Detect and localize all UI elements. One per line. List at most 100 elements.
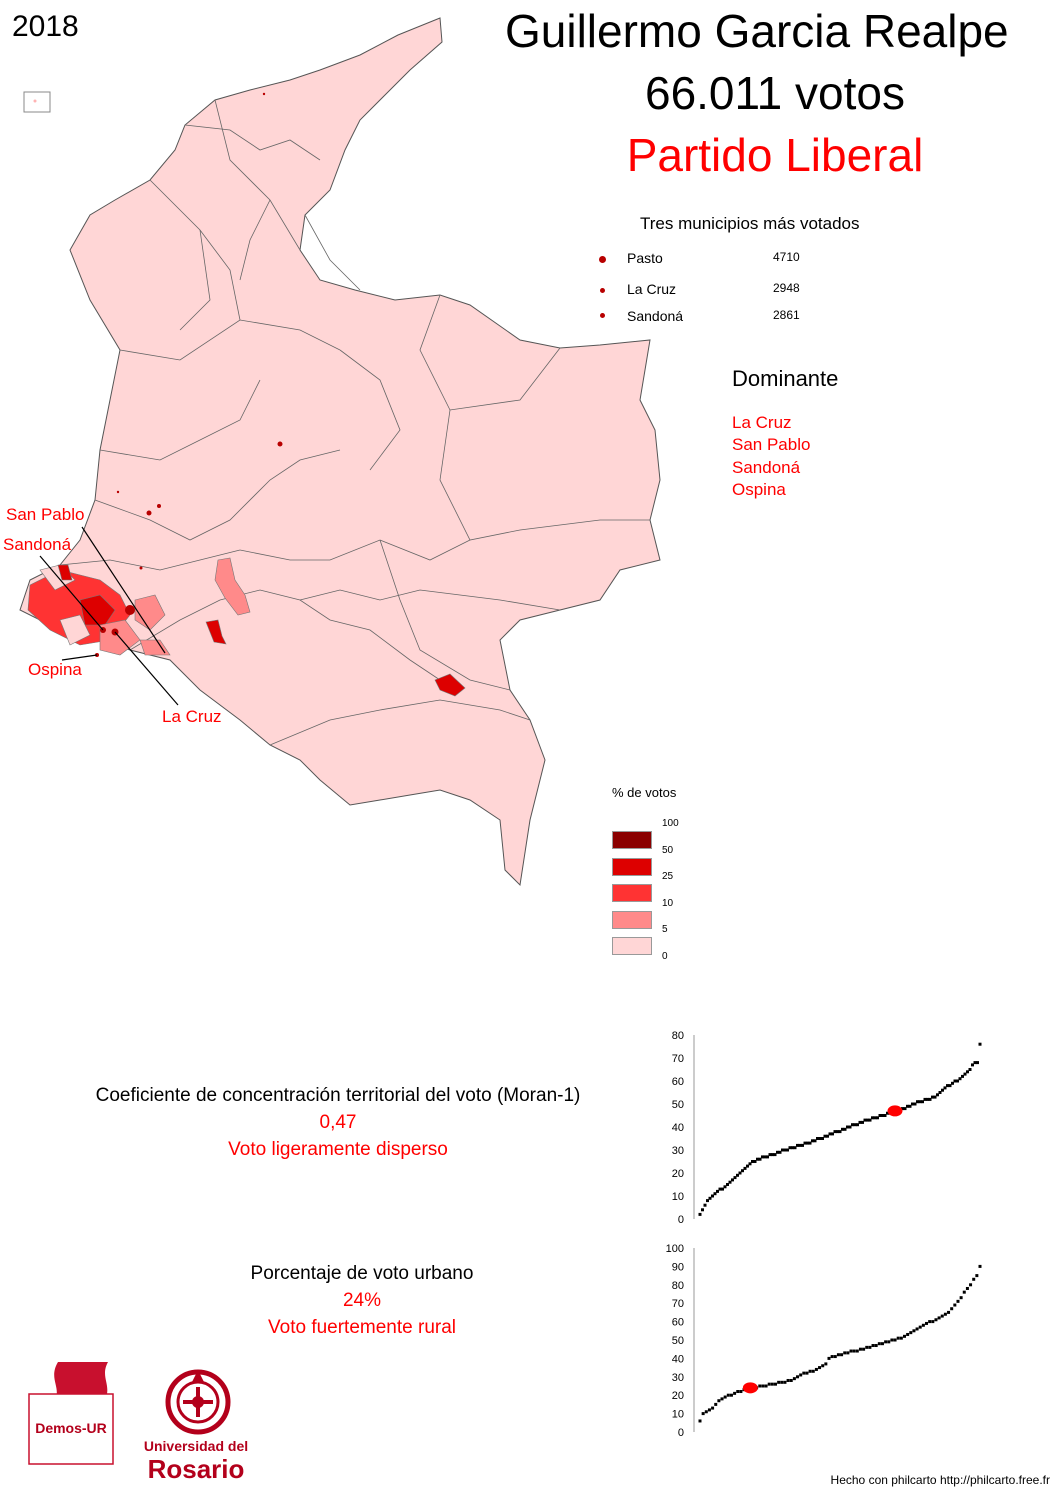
y-tick-label: 10 [672, 1409, 684, 1421]
data-point [876, 1116, 879, 1120]
data-point [824, 1362, 828, 1366]
data-point [926, 1097, 929, 1101]
data-point [789, 1378, 793, 1382]
data-point [796, 1375, 800, 1379]
top-municipality-row: La Cruz 2948 [598, 281, 838, 301]
data-point [706, 1199, 709, 1203]
data-point [708, 1196, 712, 1200]
data-point [717, 1399, 721, 1403]
dominant-item: San Pablo [732, 435, 811, 455]
data-point [901, 1107, 904, 1111]
data-point [766, 1155, 769, 1159]
data-point [781, 1148, 784, 1152]
data-point [877, 1342, 881, 1346]
dominant-item: La Cruz [732, 413, 792, 432]
data-point [861, 1120, 864, 1124]
y-tick-label: 70 [672, 1053, 684, 1065]
top-municipality-votes: 4710 [773, 250, 800, 264]
y-tick-label: 70 [672, 1298, 684, 1310]
data-point [721, 1187, 724, 1191]
la-cruz-dot-icon [600, 288, 605, 293]
dominant-title: Dominante [732, 366, 839, 391]
marker [116, 490, 120, 494]
urban-label: Porcentaje de voto urbano [250, 1263, 474, 1284]
data-point [840, 1353, 844, 1357]
data-point [733, 1391, 737, 1395]
data-point [713, 1192, 717, 1196]
data-point [906, 1104, 909, 1108]
putumayo-patch [205, 619, 227, 645]
data-point [711, 1194, 714, 1198]
data-point [843, 1127, 847, 1131]
department-borders [59, 99, 650, 746]
data-point [728, 1180, 732, 1184]
data-point [908, 1104, 912, 1108]
sandona-dot-icon [600, 313, 605, 318]
demos-ur-logo [28, 1362, 114, 1465]
data-point [751, 1160, 754, 1163]
data-point [965, 1286, 969, 1290]
legend-swatch-4 [612, 911, 652, 929]
moran-description: Voto ligeramente disperso [228, 1139, 448, 1160]
data-point [761, 1384, 765, 1388]
legend-break-label: 50 [662, 845, 674, 856]
y-tick-label: 50 [672, 1335, 684, 1347]
dominant-list: La Cruz San Pablo Sandoná Ospina [732, 412, 810, 502]
y-tick-label: 30 [672, 1372, 684, 1384]
data-point [918, 1100, 922, 1104]
high-vote-patch [57, 564, 73, 581]
data-point [808, 1141, 812, 1145]
data-point [951, 1081, 954, 1085]
data-point [909, 1331, 913, 1335]
y-tick-label: 0 [678, 1214, 684, 1226]
y-tick-label: 40 [672, 1353, 684, 1365]
moran-block: Coeficiente de concentración territorial… [38, 1082, 638, 1163]
marker [277, 441, 283, 447]
dominant-item: Sandoná [732, 457, 801, 477]
data-point [943, 1086, 947, 1090]
data-point [943, 1312, 947, 1316]
amazonas-patch [434, 673, 466, 697]
data-point [868, 1118, 872, 1122]
data-point [826, 1134, 829, 1138]
data-point [788, 1146, 792, 1150]
data-point [827, 1356, 831, 1360]
data-point [931, 1320, 935, 1324]
data-point [912, 1329, 916, 1333]
demos-ur-text: Demos-UR [35, 1420, 107, 1436]
data-point [818, 1366, 822, 1370]
data-point [873, 1116, 877, 1120]
rosario-crest-icon [165, 1369, 231, 1435]
data-point [714, 1402, 718, 1406]
data-point [764, 1384, 768, 1388]
data-point [950, 1307, 954, 1311]
legend-swatch-5 [612, 937, 652, 955]
data-point [968, 1068, 972, 1071]
data-point [814, 1367, 818, 1371]
caqueta-patch [214, 557, 251, 616]
data-point [975, 1274, 979, 1278]
footer-credit: Hecho con philcarto http://philcarto.fre… [830, 1473, 1050, 1487]
highlight-point [887, 1105, 903, 1117]
data-point [896, 1336, 900, 1340]
y-tick-label: 80 [672, 1030, 684, 1042]
data-point [846, 1125, 849, 1129]
low-vote-patch-2 [59, 614, 91, 646]
university-name-line2: Rosario [147, 1454, 245, 1484]
data-point [698, 1212, 702, 1216]
y-tick-label: 20 [672, 1168, 684, 1180]
marker [139, 566, 143, 570]
data-point [811, 1369, 815, 1373]
label-leader-lines [39, 526, 179, 706]
data-point [899, 1336, 903, 1340]
data-point [743, 1166, 747, 1170]
data-point [841, 1127, 844, 1131]
data-point [849, 1349, 853, 1353]
data-point [843, 1351, 847, 1355]
data-point [701, 1208, 704, 1212]
data-point [884, 1340, 888, 1344]
data-point [953, 1079, 957, 1083]
map-label-sandona: Sandoná [3, 535, 72, 554]
data-point [808, 1369, 812, 1373]
data-point [887, 1340, 891, 1344]
